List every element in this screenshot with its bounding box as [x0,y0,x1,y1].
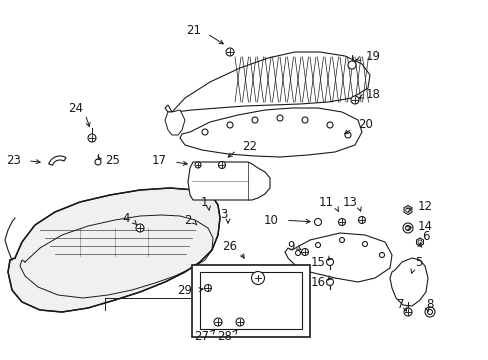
Text: 26: 26 [222,239,237,252]
Circle shape [339,238,344,243]
Text: 3: 3 [220,208,227,221]
Text: 17: 17 [152,154,167,167]
Circle shape [301,248,308,256]
Text: 2: 2 [184,213,192,226]
Polygon shape [187,162,269,200]
Polygon shape [180,108,361,157]
Text: 21: 21 [185,23,201,36]
Circle shape [295,251,300,256]
Circle shape [405,225,409,230]
Text: 28: 28 [217,329,231,342]
Circle shape [253,274,262,282]
Circle shape [402,223,412,233]
Circle shape [204,284,211,292]
Circle shape [276,115,283,121]
Text: 9: 9 [287,239,294,252]
Text: 10: 10 [264,213,279,226]
Text: 16: 16 [310,275,325,288]
Text: 20: 20 [357,118,372,131]
Text: 13: 13 [343,197,357,210]
Circle shape [202,129,207,135]
Circle shape [326,122,332,128]
Polygon shape [8,188,220,312]
Text: 1: 1 [200,197,207,210]
Text: 24: 24 [68,102,83,114]
Bar [192,265,309,337]
Text: 25: 25 [105,153,120,166]
Circle shape [226,122,232,128]
Circle shape [345,132,350,138]
Circle shape [405,208,409,212]
Circle shape [326,279,333,285]
Polygon shape [164,52,369,112]
Circle shape [88,134,96,142]
Circle shape [95,159,101,165]
Text: 5: 5 [414,256,422,270]
Circle shape [314,219,321,225]
Circle shape [427,310,431,315]
Circle shape [358,216,365,224]
Polygon shape [403,206,411,215]
Text: 7: 7 [396,297,403,310]
Circle shape [338,219,345,225]
Circle shape [347,61,355,69]
Circle shape [379,252,384,257]
Circle shape [424,307,434,317]
Circle shape [225,48,234,56]
Circle shape [214,318,222,326]
Circle shape [362,242,367,247]
Text: 15: 15 [310,256,325,270]
Circle shape [218,162,225,168]
Circle shape [251,271,264,284]
Circle shape [302,117,307,123]
Text: 27: 27 [194,329,208,342]
Text: 23: 23 [6,153,21,166]
Text: 19: 19 [365,49,380,63]
Text: 29: 29 [177,284,192,297]
Circle shape [326,258,333,266]
Polygon shape [389,258,427,306]
Text: 14: 14 [417,220,432,233]
Bar [200,272,302,329]
Text: 11: 11 [318,197,333,210]
Circle shape [236,318,244,326]
Circle shape [417,240,421,244]
Circle shape [350,96,358,104]
Text: 8: 8 [425,297,432,310]
Text: 6: 6 [421,230,428,243]
Polygon shape [49,156,66,165]
Polygon shape [164,110,184,135]
Circle shape [136,224,143,232]
Text: 18: 18 [365,89,380,102]
Circle shape [315,243,320,248]
Circle shape [403,308,411,316]
Circle shape [251,117,258,123]
Text: 12: 12 [417,199,432,212]
Text: 4: 4 [122,211,130,225]
Text: 22: 22 [242,139,257,153]
Polygon shape [285,233,391,282]
Polygon shape [416,238,423,246]
Circle shape [195,162,201,168]
